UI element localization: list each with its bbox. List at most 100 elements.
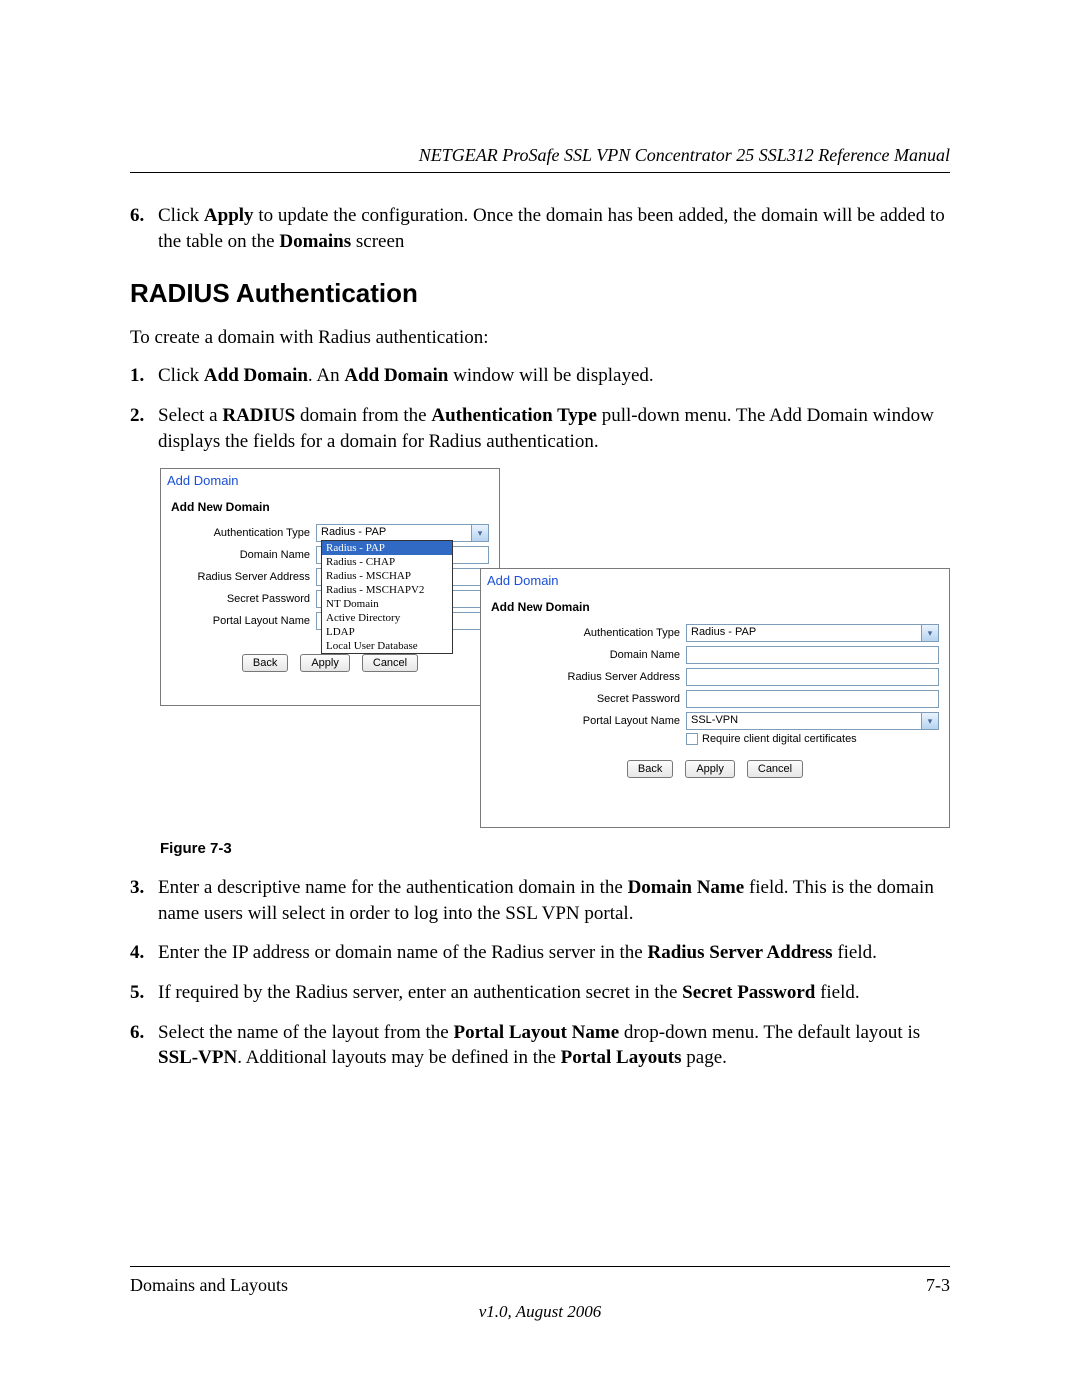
secret-password-input[interactable] — [686, 690, 939, 708]
text: Click — [158, 205, 204, 226]
require-cert-checkbox[interactable] — [686, 733, 698, 745]
page-header: NETGEAR ProSafe SSL VPN Concentrator 25 … — [130, 145, 950, 173]
back-button[interactable]: Back — [627, 760, 673, 778]
bold-text: Add Domain — [204, 365, 308, 386]
text: Enter the IP address or domain name of t… — [158, 942, 647, 963]
chevron-down-icon[interactable]: ▾ — [922, 624, 939, 642]
step-number: 5. — [130, 980, 158, 1006]
step-text: Click Add Domain. An Add Domain window w… — [158, 363, 950, 389]
dropdown-option[interactable]: Radius - CHAP — [322, 555, 452, 569]
figure-caption: Figure 7-3 — [160, 840, 950, 857]
text: page. — [682, 1047, 727, 1068]
footer-page: 7-3 — [926, 1275, 950, 1296]
text: window will be displayed. — [448, 365, 653, 386]
text: Select the name of the layout from the — [158, 1022, 453, 1043]
field-label: Secret Password — [481, 693, 686, 705]
dropdown-option[interactable]: NT Domain — [322, 597, 452, 611]
step-number: 2. — [130, 403, 158, 454]
text: If required by the Radius server, enter … — [158, 982, 682, 1003]
dialog-subtitle: Add New Domain — [161, 490, 499, 522]
cancel-button[interactable]: Cancel — [362, 654, 418, 672]
text: to update the configuration. Once the do… — [158, 205, 945, 252]
radius-server-input[interactable] — [686, 668, 939, 686]
step-4: 4. Enter the IP address or domain name o… — [130, 940, 950, 966]
step-number: 4. — [130, 940, 158, 966]
field-label: Domain Name — [161, 549, 316, 561]
bold-text: RADIUS — [222, 405, 295, 426]
field-label: Secret Password — [161, 593, 316, 605]
field-label: Authentication Type — [481, 627, 686, 639]
step-5: 5. If required by the Radius server, ent… — [130, 980, 950, 1006]
text: Click — [158, 365, 204, 386]
intro-text: To create a domain with Radius authentic… — [130, 327, 950, 349]
field-row-secret: Secret Password — [481, 688, 949, 710]
footer-section: Domains and Layouts — [130, 1275, 288, 1296]
text: domain from the — [295, 405, 431, 426]
step-3: 3. Enter a descriptive name for the auth… — [130, 875, 950, 926]
text: field. — [833, 942, 877, 963]
field-row-auth: Authentication Type Radius - PAP ▾ — [481, 622, 949, 644]
dropdown-option[interactable]: Radius - MSCHAPV2 — [322, 583, 452, 597]
dropdown-option[interactable]: LDAP — [322, 625, 452, 639]
step-1: 1. Click Add Domain. An Add Domain windo… — [130, 363, 950, 389]
cancel-button[interactable]: Cancel — [747, 760, 803, 778]
step-text: Enter a descriptive name for the authent… — [158, 875, 950, 926]
field-label: Radius Server Address — [161, 571, 316, 583]
bold-text: Apply — [204, 205, 254, 226]
dialog-subtitle: Add New Domain — [481, 590, 949, 622]
step-number: 6. — [130, 203, 158, 254]
field-row-domain: Domain Name — [481, 644, 949, 666]
text: screen — [351, 231, 404, 252]
step-number: 1. — [130, 363, 158, 389]
apply-button[interactable]: Apply — [685, 760, 735, 778]
bold-text: Authentication Type — [431, 405, 597, 426]
dropdown-option[interactable]: Radius - MSCHAP — [322, 569, 452, 583]
figure-7-3: Add Domain Add New Domain Authentication… — [160, 468, 950, 828]
auth-type-dropdown[interactable]: Radius - PAP Radius - CHAP Radius - MSCH… — [321, 540, 453, 654]
back-button[interactable]: Back — [242, 654, 288, 672]
field-row-radius: Radius Server Address — [481, 666, 949, 688]
text: drop-down menu. The default layout is — [619, 1022, 920, 1043]
dialog-title: Add Domain — [481, 569, 949, 590]
chevron-down-icon[interactable]: ▾ — [472, 524, 489, 542]
domain-name-input[interactable] — [686, 646, 939, 664]
button-row: Back Apply Cancel — [481, 760, 949, 778]
dropdown-option[interactable]: Local User Database — [322, 639, 452, 653]
bold-text: Secret Password — [682, 982, 815, 1003]
footer-version: v1.0, August 2006 — [130, 1302, 950, 1322]
step-text: If required by the Radius server, enter … — [158, 980, 950, 1006]
text: Enter a descriptive name for the authent… — [158, 877, 628, 898]
apply-button[interactable]: Apply — [300, 654, 350, 672]
field-label: Radius Server Address — [481, 671, 686, 683]
text: . Additional layouts may be defined in t… — [237, 1047, 560, 1068]
step-2: 2. Select a RADIUS domain from the Authe… — [130, 403, 950, 454]
step-6: 6. Select the name of the layout from th… — [130, 1020, 950, 1071]
bold-text: Domains — [279, 231, 351, 252]
add-domain-dialog: Add Domain Add New Domain Authentication… — [480, 568, 950, 828]
button-row: Back Apply Cancel — [161, 654, 499, 672]
step-text: Select the name of the layout from the P… — [158, 1020, 950, 1071]
dropdown-option[interactable]: Radius - PAP — [322, 541, 452, 555]
bold-text: Portal Layouts — [561, 1047, 682, 1068]
step-text: Click Apply to update the configuration.… — [158, 203, 950, 254]
checkbox-label: Require client digital certificates — [702, 733, 857, 745]
checkbox-row: Require client digital certificates — [481, 732, 949, 746]
bold-text: SSL-VPN — [158, 1047, 237, 1068]
field-row-portal: Portal Layout Name SSL-VPN ▾ — [481, 710, 949, 732]
dialog-title: Add Domain — [161, 469, 499, 490]
page-footer: Domains and Layouts 7-3 v1.0, August 200… — [130, 1266, 950, 1322]
step-text: Enter the IP address or domain name of t… — [158, 940, 950, 966]
chevron-down-icon[interactable]: ▾ — [922, 712, 939, 730]
field-label: Portal Layout Name — [481, 715, 686, 727]
text: Select a — [158, 405, 222, 426]
text: field. — [815, 982, 859, 1003]
bold-text: Add Domain — [344, 365, 448, 386]
field-label: Authentication Type — [161, 527, 316, 539]
field-label: Portal Layout Name — [161, 615, 316, 627]
portal-layout-select[interactable]: SSL-VPN — [686, 712, 922, 730]
step-text: Select a RADIUS domain from the Authenti… — [158, 403, 950, 454]
auth-type-select[interactable]: Radius - PAP — [686, 624, 922, 642]
step-number: 6. — [130, 1020, 158, 1071]
dropdown-option[interactable]: Active Directory — [322, 611, 452, 625]
bold-text: Portal Layout Name — [453, 1022, 619, 1043]
